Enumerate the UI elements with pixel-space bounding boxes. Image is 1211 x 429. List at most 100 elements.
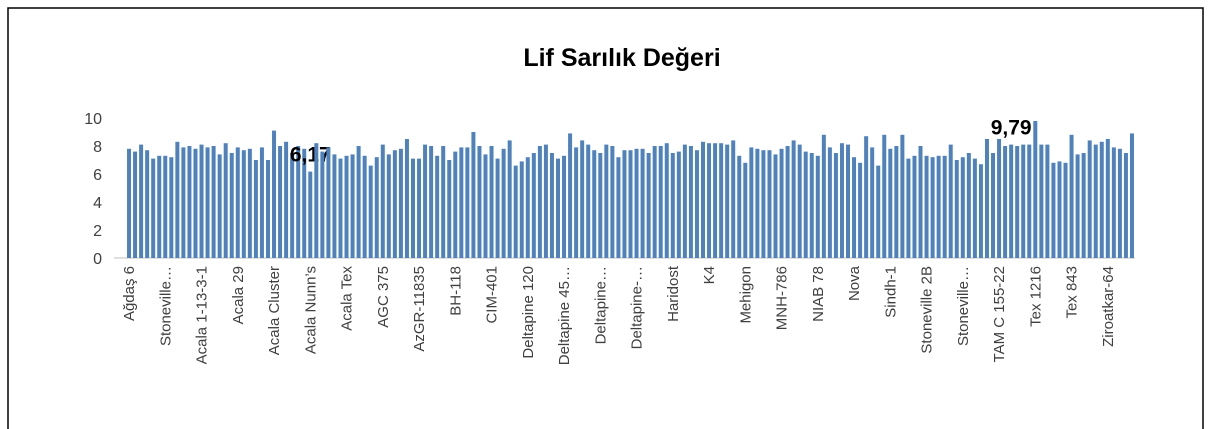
bar bbox=[187, 146, 192, 258]
bar bbox=[181, 147, 186, 258]
bar bbox=[1105, 139, 1110, 258]
bar bbox=[368, 165, 373, 258]
bar bbox=[133, 151, 138, 258]
bar bbox=[489, 146, 494, 258]
bar bbox=[350, 154, 355, 258]
bar bbox=[344, 155, 349, 258]
bar bbox=[580, 140, 585, 258]
bar bbox=[1117, 148, 1122, 258]
bar bbox=[586, 144, 591, 258]
x-tick-label: Ziroatkar-64 bbox=[1100, 266, 1117, 347]
bar bbox=[755, 148, 760, 258]
bar bbox=[1057, 161, 1062, 258]
bar bbox=[827, 147, 832, 258]
bar bbox=[513, 165, 518, 258]
bar bbox=[1039, 144, 1044, 258]
x-tick-label: Stoneville 2B bbox=[919, 266, 936, 354]
bar bbox=[882, 134, 887, 258]
x-tick-label: Stoneville… bbox=[157, 266, 174, 346]
bar bbox=[1009, 144, 1014, 258]
bar bbox=[622, 150, 627, 258]
bar bbox=[870, 147, 875, 258]
bar bbox=[749, 147, 754, 258]
bar bbox=[139, 144, 144, 258]
x-tick-label: Tex 1216 bbox=[1027, 266, 1044, 327]
bar bbox=[936, 155, 941, 258]
bar bbox=[1069, 134, 1074, 258]
bar bbox=[767, 150, 772, 258]
bar bbox=[676, 151, 681, 258]
bar bbox=[549, 153, 554, 258]
x-tick-label: Acala Nunn’s bbox=[302, 266, 319, 354]
bar bbox=[652, 146, 657, 258]
bar bbox=[356, 146, 361, 258]
bar bbox=[1015, 146, 1020, 258]
y-tick-label: 8 bbox=[93, 139, 102, 156]
x-tick-label: Acala Tex bbox=[339, 266, 356, 331]
bar bbox=[658, 146, 663, 258]
bar bbox=[858, 162, 863, 258]
bar bbox=[640, 148, 645, 258]
x-tick-label: AzGR-11835 bbox=[411, 266, 428, 352]
bar bbox=[429, 146, 434, 258]
bar bbox=[404, 139, 409, 258]
bar bbox=[725, 144, 730, 258]
y-tick-label: 10 bbox=[84, 111, 102, 128]
bar bbox=[525, 157, 530, 258]
x-tick-label: AGC 375 bbox=[375, 266, 392, 328]
x-tick-label: NIAB 78 bbox=[810, 266, 827, 322]
x-tick-label: Deltapine 120 bbox=[520, 266, 537, 359]
bar bbox=[598, 153, 603, 258]
bar bbox=[664, 143, 669, 258]
bar bbox=[314, 143, 319, 258]
x-tick-label: Nova bbox=[846, 265, 863, 301]
bar bbox=[1129, 133, 1134, 258]
bar bbox=[217, 154, 222, 258]
bar bbox=[471, 132, 476, 258]
bar bbox=[477, 146, 482, 258]
x-tick-label: Acala 1-13-3-1 bbox=[194, 266, 211, 364]
bar bbox=[302, 148, 307, 258]
bar bbox=[1075, 154, 1080, 258]
bar bbox=[326, 147, 331, 258]
bar bbox=[531, 153, 536, 258]
x-tick-label: Mehigon bbox=[737, 266, 754, 324]
x-tick-label: Ağdaş 6 bbox=[121, 266, 138, 321]
bar bbox=[308, 171, 313, 258]
bar bbox=[713, 143, 718, 258]
x-tick-label: Acala 29 bbox=[230, 266, 247, 324]
bar bbox=[779, 148, 784, 258]
bar bbox=[296, 146, 301, 258]
bar bbox=[1021, 144, 1026, 258]
bar bbox=[809, 153, 814, 258]
bar bbox=[785, 146, 790, 258]
bar bbox=[127, 148, 132, 258]
bar bbox=[991, 153, 996, 258]
bar bbox=[447, 160, 452, 258]
x-tick-label: CIM-401 bbox=[484, 266, 501, 324]
bar bbox=[634, 148, 639, 258]
bar bbox=[948, 144, 953, 258]
x-tick-label: Deltapine 45… bbox=[556, 266, 573, 365]
bar bbox=[906, 158, 911, 258]
bar bbox=[803, 151, 808, 258]
bar bbox=[568, 133, 573, 258]
bar bbox=[483, 154, 488, 258]
y-tick-label: 0 bbox=[93, 251, 102, 268]
bar bbox=[815, 155, 820, 258]
bar bbox=[942, 155, 947, 258]
bar bbox=[175, 141, 180, 258]
y-tick-label: 6 bbox=[93, 167, 102, 184]
chart-border bbox=[7, 7, 1204, 429]
bar bbox=[562, 155, 567, 258]
bar bbox=[193, 148, 198, 258]
x-tick-label: K4 bbox=[701, 266, 718, 284]
bar bbox=[688, 146, 693, 258]
bar bbox=[199, 144, 204, 258]
bar bbox=[912, 155, 917, 258]
x-tick-label: Haridost bbox=[665, 265, 682, 322]
bar bbox=[1099, 141, 1104, 258]
bar bbox=[362, 155, 367, 258]
bar bbox=[1111, 147, 1116, 258]
